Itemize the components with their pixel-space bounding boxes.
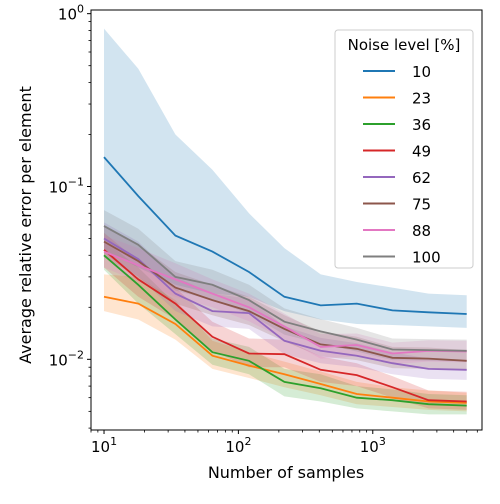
plot-frame (90, 9, 483, 431)
y-axis-ticks: 10−2 10−1 100 (49, 3, 91, 429)
band-36 (104, 240, 467, 415)
x-tick-label: 103 (360, 435, 386, 456)
band-62 (104, 222, 467, 380)
legend-title: Noise level [%] (348, 36, 461, 54)
legend-label-88: 88 (412, 222, 431, 240)
series-line-62 (103, 237, 467, 371)
band-23 (104, 274, 467, 412)
y-tick-label: 10−2 (49, 348, 84, 369)
legend-label-75: 75 (412, 196, 431, 214)
legend-label-36: 36 (412, 116, 431, 134)
series-line-100 (103, 225, 467, 352)
band-100 (104, 210, 467, 362)
band-49 (104, 232, 467, 410)
series-line-49 (103, 249, 467, 403)
legend-label-49: 49 (412, 143, 431, 161)
legend: Noise level [%] 10 23 36 49 62 75 88 100 (334, 29, 474, 269)
series-line-36 (103, 254, 467, 407)
series-line-88 (103, 250, 467, 355)
legend-items: 10 23 36 49 62 75 88 100 (363, 63, 441, 267)
legend-label-23: 23 (412, 90, 431, 108)
legend-label-62: 62 (412, 169, 431, 187)
legend-box (334, 29, 474, 269)
series-line-10 (103, 156, 467, 315)
legend-label-10: 10 (412, 63, 431, 81)
x-axis-ticks: 101 102 103 (90, 430, 478, 456)
series-lines (103, 156, 467, 407)
legend-label-100: 100 (412, 249, 441, 267)
x-tick-label: 102 (225, 435, 251, 456)
y-axis-label: Average relative error per element (16, 86, 35, 364)
y-tick-label: 100 (58, 3, 84, 24)
x-tick-label: 101 (91, 435, 117, 456)
confidence-bands (104, 28, 467, 415)
x-axis-label: Number of samples (208, 463, 364, 482)
series-line-75 (103, 240, 467, 362)
band-10 (104, 28, 467, 328)
series-line-23 (103, 295, 467, 404)
y-tick-label: 10−1 (49, 175, 84, 196)
